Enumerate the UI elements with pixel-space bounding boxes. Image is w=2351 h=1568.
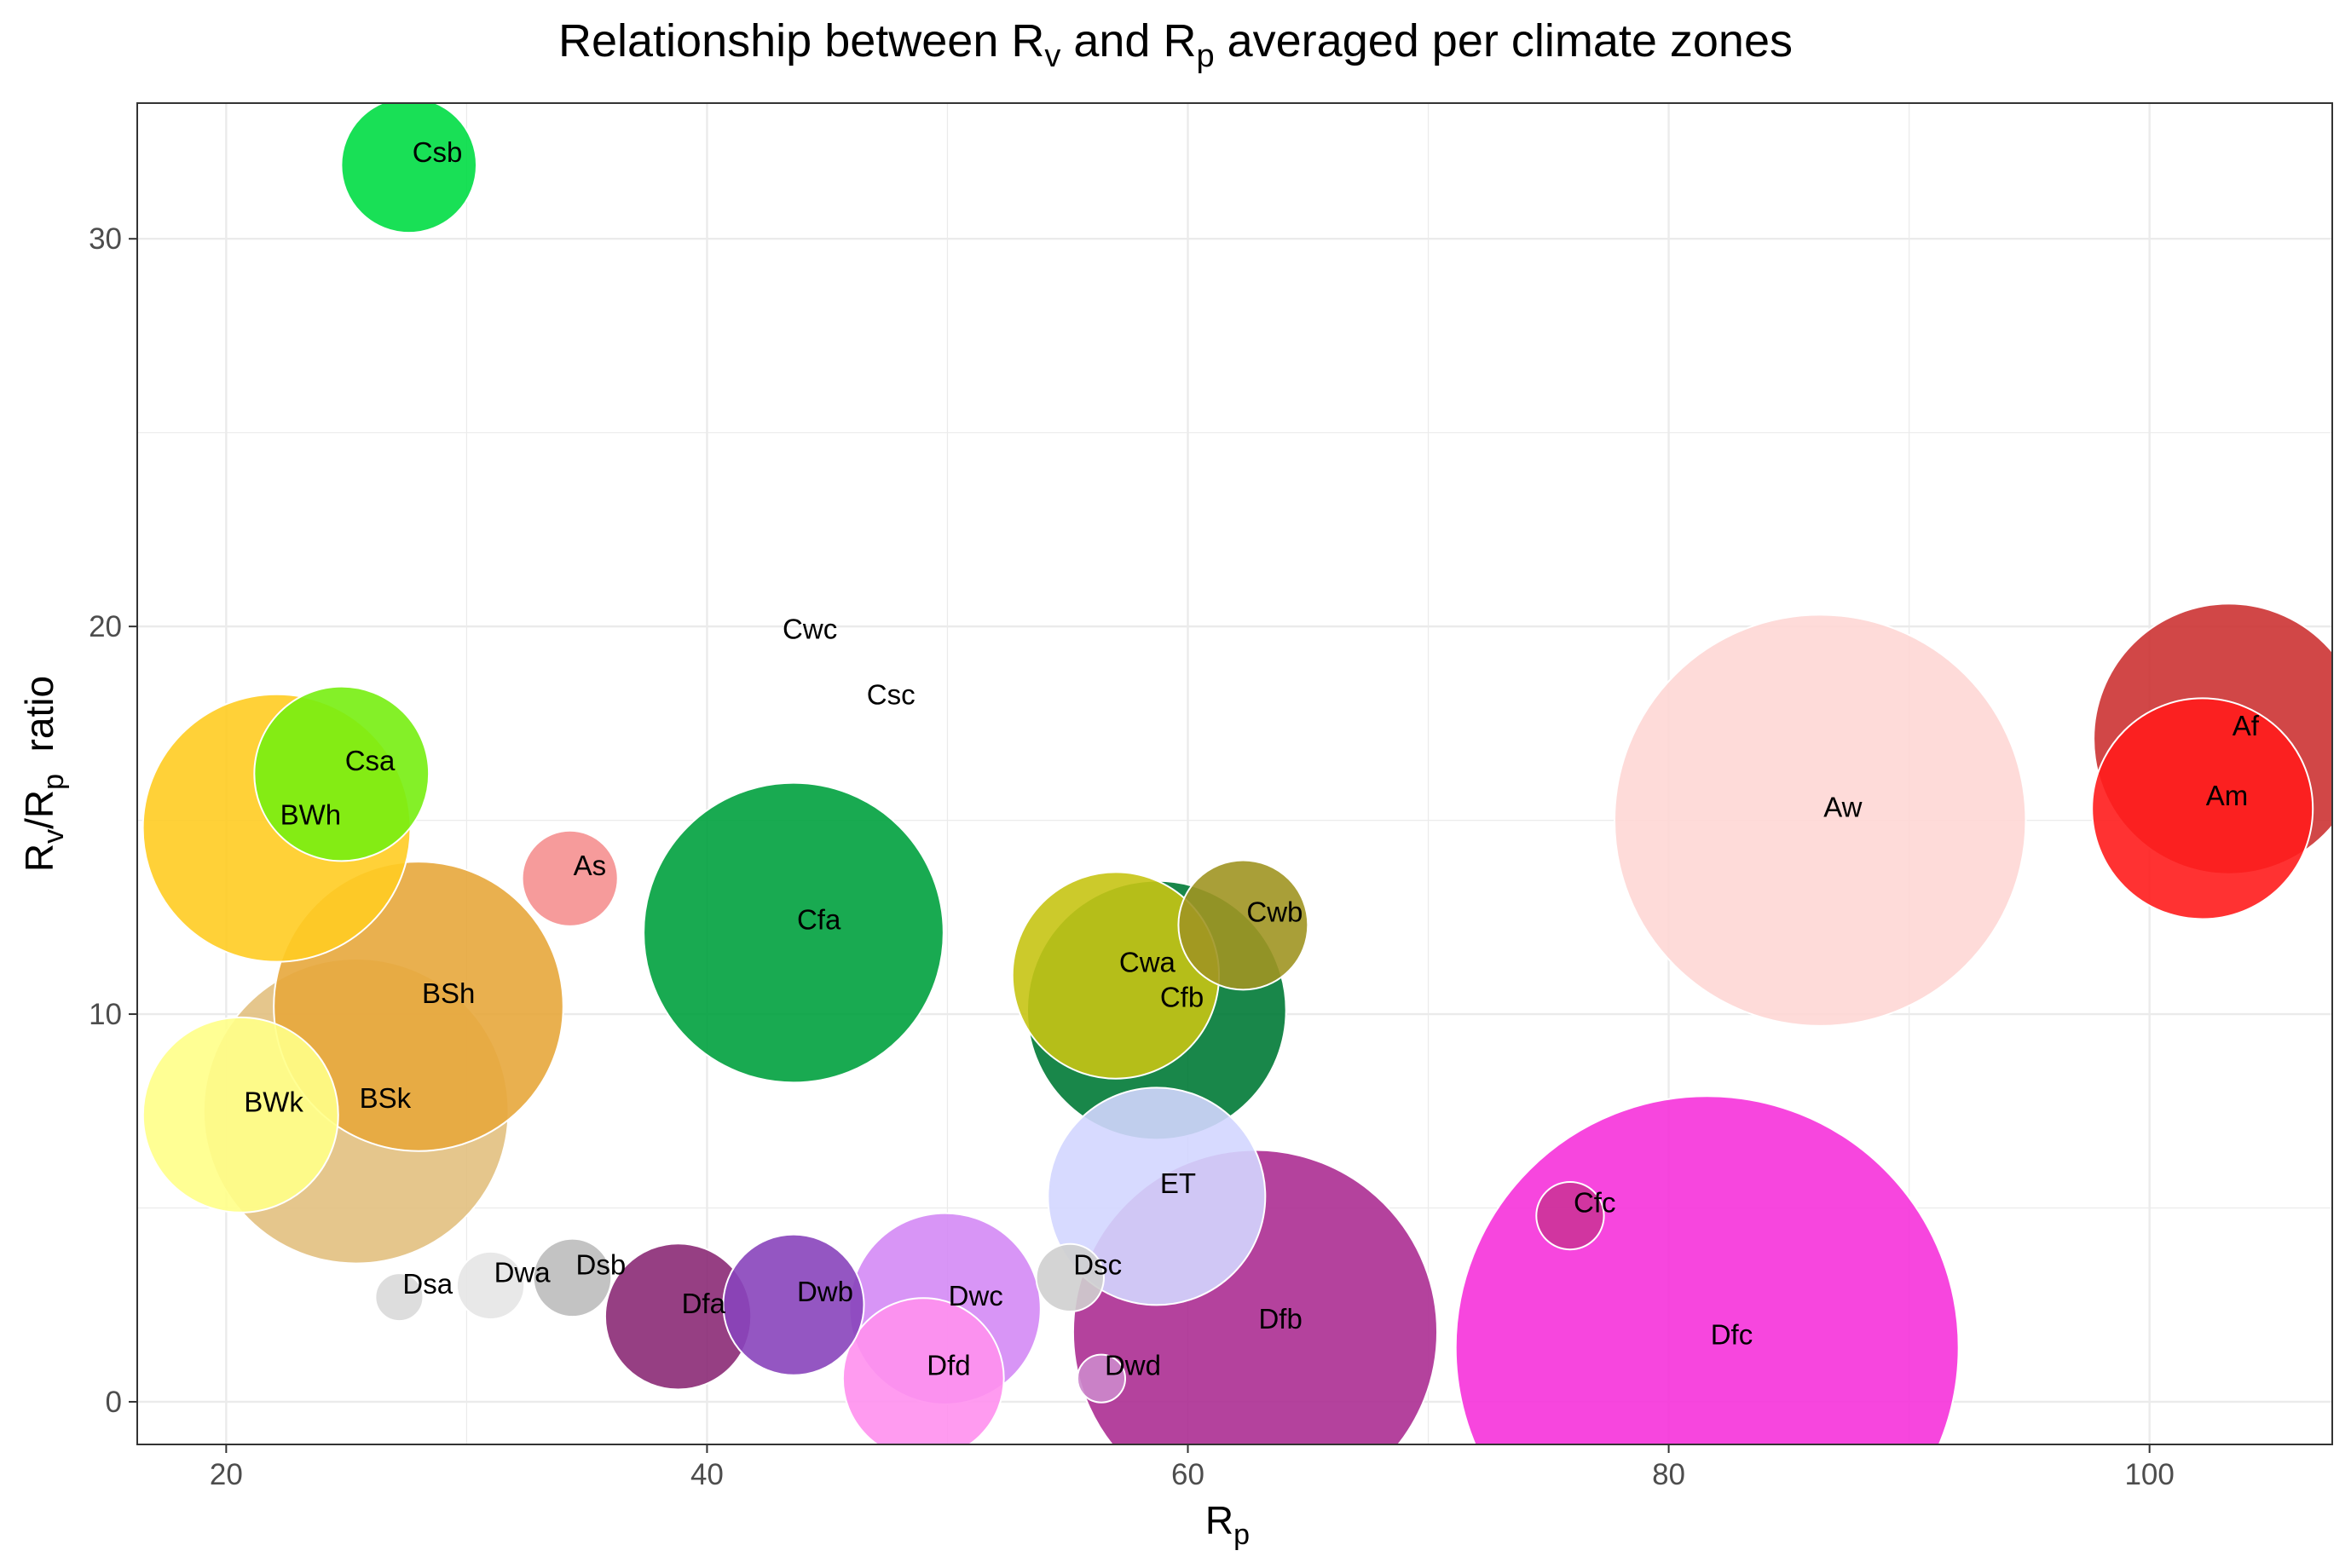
y-axis-label: Rv/Rp ratio	[17, 676, 70, 872]
bubble-label-aw: Aw	[1823, 792, 1862, 823]
bubble-label-cfb: Cfb	[1160, 981, 1204, 1012]
x-tick-label: 40	[690, 1458, 724, 1491]
bubble-bwk	[142, 1016, 339, 1213]
bubble-am	[2091, 697, 2314, 920]
y-tick-label: 30	[89, 222, 122, 256]
bubble-label-dwd: Dwd	[1105, 1350, 1161, 1381]
bubble-dsc	[1035, 1242, 1105, 1313]
bubble-label-dwa: Dwa	[494, 1256, 552, 1288]
bubble-cfa	[643, 781, 944, 1084]
bubble-dfd	[841, 1297, 1005, 1444]
bubble-label-cwb: Cwb	[1246, 896, 1303, 927]
bubble-as	[521, 829, 619, 927]
plot-panel-border	[136, 102, 2333, 1445]
y-tick-label: 20	[89, 610, 122, 643]
bubble-label-et: ET	[1160, 1167, 1196, 1199]
bubble-cfc	[1535, 1180, 1605, 1251]
bubble-aw	[1614, 614, 2027, 1027]
bubble-dsb	[532, 1237, 613, 1318]
bubble-label-dwc: Dwc	[949, 1280, 1003, 1311]
bubble-label-bsk: BSk	[360, 1082, 412, 1114]
bubble-label-dfb: Dfb	[1258, 1303, 1302, 1335]
bubble-dwb	[722, 1233, 865, 1376]
x-axis-label: Rp	[1205, 1498, 1250, 1551]
bubble-label-csb: Csb	[413, 136, 463, 168]
bubble-csb	[340, 103, 477, 234]
bubble-label-as: As	[574, 850, 607, 881]
x-axis-ticks: 20 40 60 80 100	[210, 1444, 2175, 1491]
bubble-dwd	[1076, 1353, 1127, 1404]
bubble-label-af: Af	[2233, 710, 2260, 741]
bubble-label-dwb: Dwb	[797, 1276, 853, 1307]
x-tick-label: 60	[1171, 1458, 1204, 1491]
y-tick-label: 0	[106, 1386, 122, 1419]
bubble-dfc	[1454, 1095, 1960, 1444]
bubble-label-dsc: Dsc	[1073, 1248, 1122, 1280]
bubble-cwb	[1177, 859, 1309, 991]
bubble-dwa	[455, 1250, 526, 1321]
bubble-label-dfa: Dfa	[682, 1288, 726, 1319]
y-tick-label: 10	[89, 998, 122, 1031]
bubble-dsa	[374, 1272, 425, 1323]
y-axis-ticks: 0 10 20 30	[89, 222, 137, 1419]
bubble-label-bsh: BSh	[422, 977, 475, 1009]
bubble-label-cfc: Cfc	[1574, 1187, 1616, 1219]
bubble-label-cwa: Cwa	[1119, 947, 1176, 978]
bubble-label-cfa: Cfa	[797, 904, 841, 936]
bubble-layer	[142, 103, 2332, 1444]
x-tick-label: 80	[1652, 1458, 1685, 1491]
bubble-label-csc: Csc	[867, 679, 916, 711]
bubble-label-cwc: Cwc	[783, 613, 837, 644]
bubble-label-dfc: Dfc	[1711, 1318, 1753, 1350]
bubble-label-dfd: Dfd	[927, 1350, 970, 1381]
x-tick-label: 100	[2124, 1458, 2174, 1491]
bubble-label-dsb: Dsb	[575, 1248, 626, 1280]
bubble-label-bwh: BWh	[280, 799, 342, 831]
bubble-label-bwk: BWk	[244, 1086, 303, 1117]
bubble-et	[1047, 1087, 1267, 1306]
bubble-label-csa: Csa	[345, 745, 396, 776]
bubble-label-am: Am	[2206, 780, 2249, 811]
chart-title: Relationship between Rv and Rp averaged …	[558, 15, 1793, 74]
bubble-label-dsa: Dsa	[402, 1268, 453, 1300]
bubble-csa	[253, 685, 430, 862]
x-tick-label: 20	[210, 1458, 243, 1491]
